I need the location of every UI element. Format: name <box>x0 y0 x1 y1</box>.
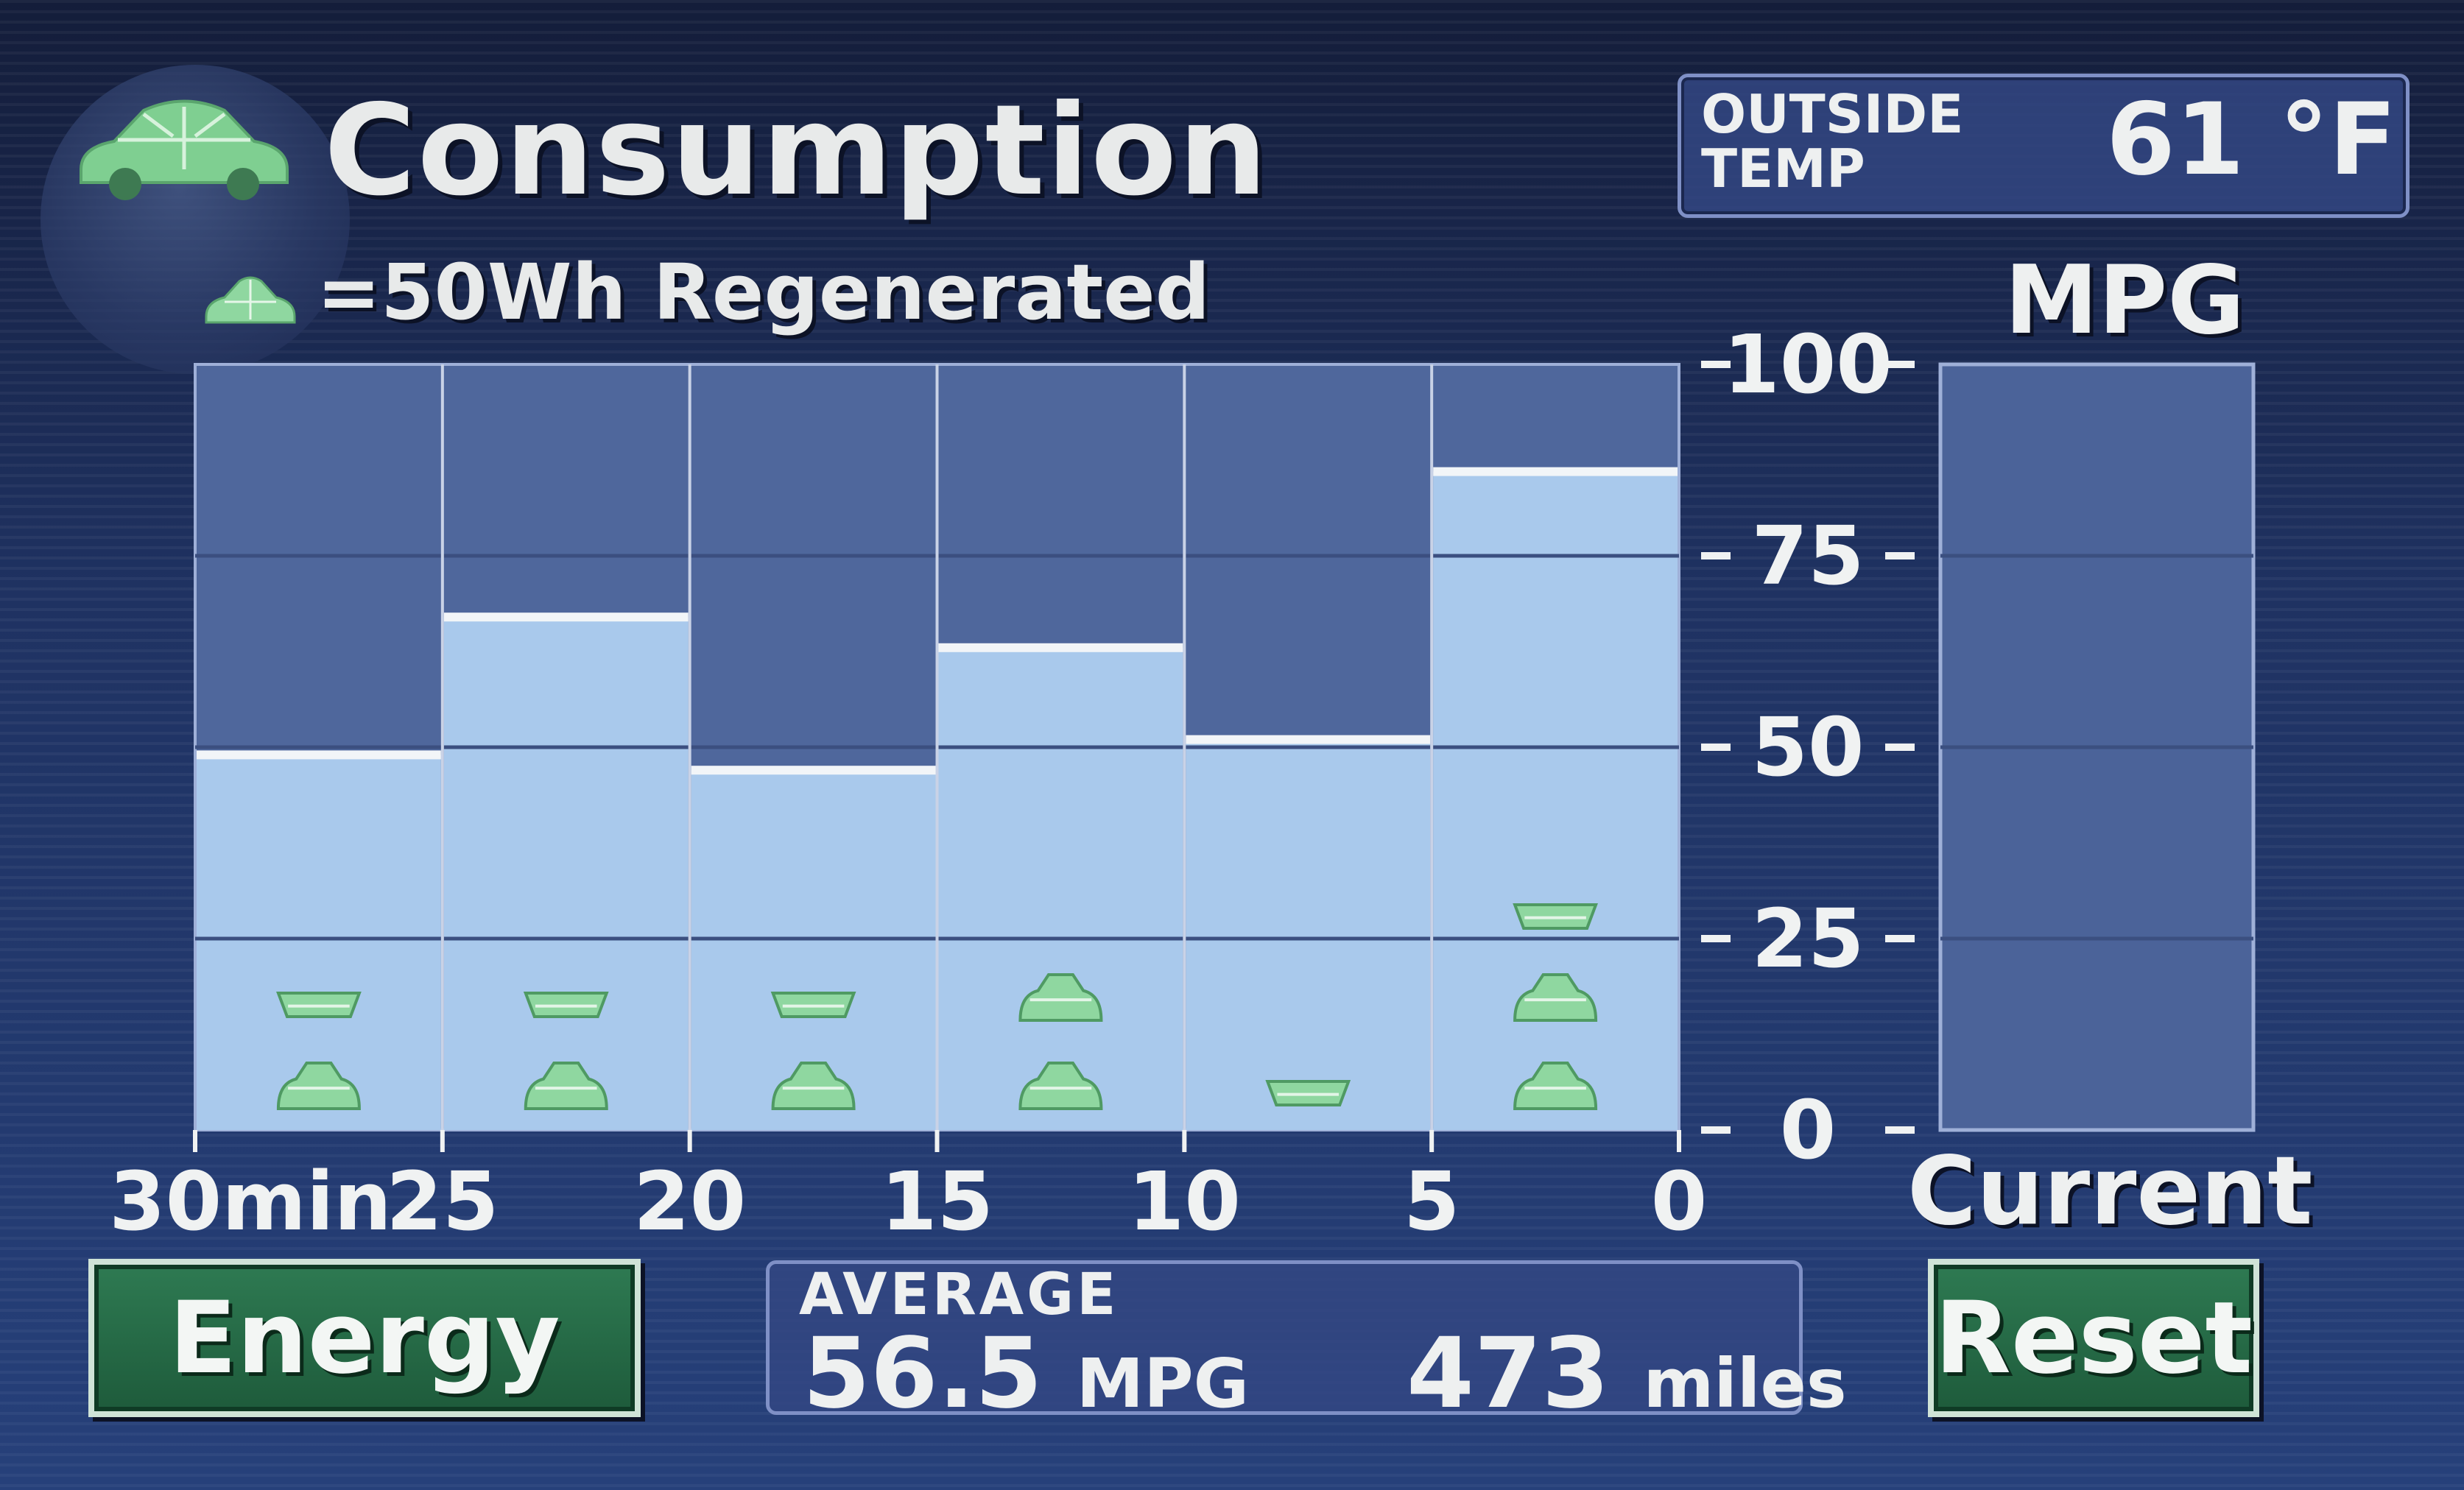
x-tick-label: 0 <box>1651 1154 1708 1249</box>
mpg-header: MPG <box>2004 246 2245 356</box>
bar <box>1186 739 1431 1130</box>
y-tick-label: 25 <box>1751 891 1864 986</box>
y-tick-label: 100 <box>1723 317 1893 412</box>
bar-top-line <box>938 643 1183 652</box>
regen-leaf-icon <box>770 992 856 1018</box>
current-label: Current <box>1907 1137 2313 1246</box>
regen-leaf-icon <box>276 1062 361 1110</box>
x-tick-label: 20 <box>633 1154 746 1249</box>
outside-temp-label: OUTSIDE TEMP <box>1701 83 1964 200</box>
bar-top-line <box>197 750 441 760</box>
outside-temp-value: 61 °F <box>2106 82 2397 197</box>
average-distance: 473 miles <box>1407 1325 1847 1422</box>
x-tick-label: 25 <box>386 1154 499 1249</box>
x-tick-label: 5 <box>1404 1154 1460 1249</box>
regen-leaf-icon <box>276 992 362 1018</box>
y-tick-label: 75 <box>1751 509 1864 603</box>
regen-legend: =50Wh Regenerated <box>317 247 1211 337</box>
regen-leaf-icon <box>1513 1062 1598 1110</box>
regen-leaf-icon <box>524 1062 608 1110</box>
bar <box>1433 471 1678 1130</box>
bar-top-line <box>1433 467 1678 476</box>
average-mpg-unit: MPG <box>1076 1344 1250 1423</box>
average-label: AVERAGE <box>799 1262 1119 1328</box>
regen-leaf-icon <box>1513 903 1598 930</box>
energy-button[interactable]: Energy <box>88 1259 641 1417</box>
x-tick-label: 30min <box>109 1154 392 1249</box>
leaf-icon <box>205 276 296 324</box>
bar-top-line <box>691 766 936 775</box>
average-distance-unit: miles <box>1643 1344 1847 1423</box>
regen-leaf-icon <box>523 992 609 1018</box>
bar <box>938 647 1183 1130</box>
reset-button[interactable]: Reset <box>1928 1259 2259 1417</box>
y-tick-label: 50 <box>1751 700 1864 794</box>
regen-leaf-icon <box>1513 973 1598 1022</box>
bar <box>443 617 689 1130</box>
x-tick-label: 10 <box>1128 1154 1241 1249</box>
outside-temp-panel <box>1678 74 2410 218</box>
x-tick-label: 15 <box>881 1154 993 1249</box>
regen-leaf-icon <box>1018 1062 1103 1110</box>
average-mpg: 56.5 MPG <box>803 1325 1249 1422</box>
average-distance-value: 473 <box>1407 1317 1610 1430</box>
y-tick-label: 0 <box>1780 1083 1837 1177</box>
page-title: Consumption <box>324 78 1269 224</box>
regen-leaf-icon <box>1265 1080 1351 1106</box>
bar-top-line <box>1186 735 1431 744</box>
bar-top-line <box>443 612 689 622</box>
average-panel <box>766 1260 1803 1415</box>
regen-leaf-icon <box>1018 973 1103 1022</box>
average-mpg-value: 56.5 <box>803 1317 1043 1430</box>
car-leaf-icon <box>80 99 289 200</box>
regen-leaf-icon <box>771 1062 856 1110</box>
